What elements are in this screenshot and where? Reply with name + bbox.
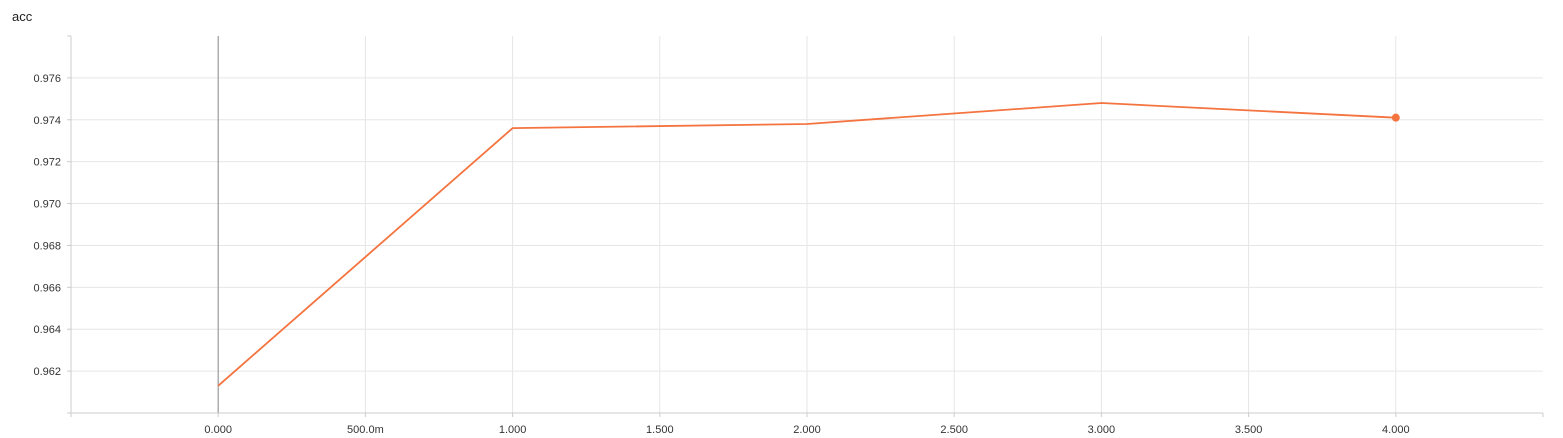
y-tick-label: 0.976 [33, 73, 61, 85]
data-point[interactable] [1099, 101, 1103, 105]
grid [71, 36, 1543, 413]
x-tick-label: 3.000 [1088, 424, 1116, 436]
y-tick-label: 0.962 [33, 366, 61, 378]
x-tick-label: 2.000 [793, 424, 821, 436]
series-layer [216, 101, 1400, 388]
x-tick-label: 500.0m [347, 424, 384, 436]
data-point[interactable] [511, 126, 515, 130]
x-tick-label: 3.500 [1235, 424, 1263, 436]
x-tick-label: 2.500 [940, 424, 968, 436]
series-line[interactable] [217, 102, 1396, 387]
y-tick-label: 0.974 [33, 115, 61, 127]
y-tick-label: 0.972 [33, 157, 61, 169]
chart-title: acc [12, 9, 33, 24]
tick-labels: 0.962 0.964 0.966 0.968 0.970 0.972 0.974 0.976… [33, 73, 1409, 436]
y-tick-label: 0.968 [33, 240, 61, 252]
data-point[interactable] [216, 384, 220, 388]
y-tick-label: 0.964 [33, 324, 61, 336]
y-tick-label: 0.966 [33, 282, 61, 294]
y-tick-label: 0.970 [33, 199, 61, 211]
data-point[interactable] [805, 122, 809, 126]
last-data-point[interactable] [1391, 113, 1400, 122]
x-tick-label: 0.000 [204, 424, 232, 436]
x-tick-label: 1.000 [499, 424, 527, 436]
axes [67, 35, 1544, 417]
x-tick-label: 1.500 [646, 424, 674, 436]
x-tick-label: 4.000 [1382, 424, 1410, 436]
